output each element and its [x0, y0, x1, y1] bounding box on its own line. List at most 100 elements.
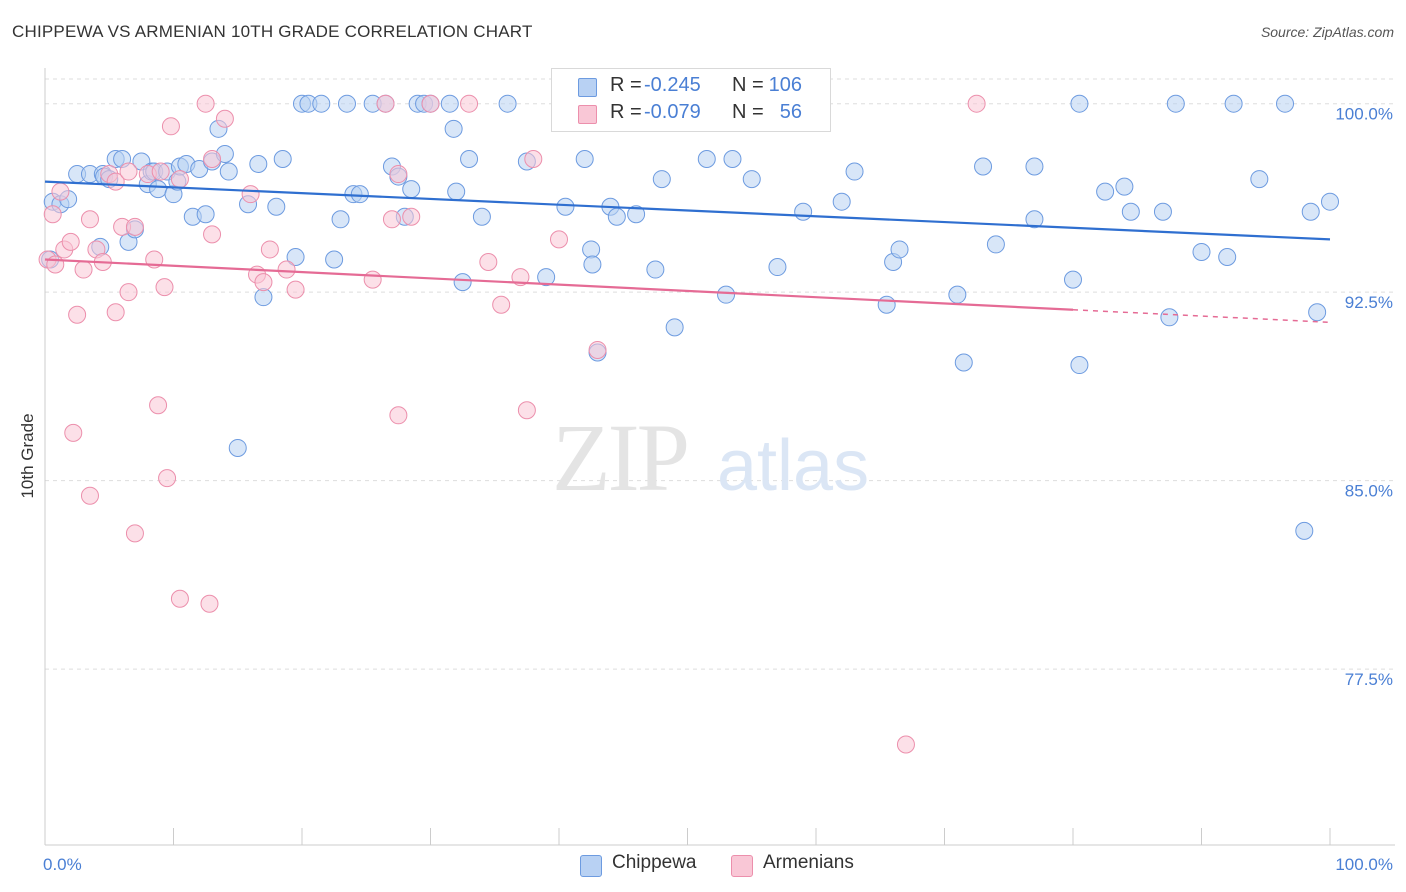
armenian-point [203, 149, 222, 168]
chippewa-point [742, 170, 761, 189]
watermark: ZIP atlas [552, 404, 869, 511]
chippewa-point [607, 207, 626, 226]
armenian-point [363, 270, 382, 289]
chippewa-point [325, 250, 344, 269]
chippewa-point [1160, 308, 1179, 327]
y-tick-label: 100.0% [1335, 105, 1393, 124]
chippewa-point [1276, 94, 1295, 113]
chippewa-point [1308, 303, 1327, 322]
armenian-point [254, 273, 273, 292]
chippewa-point [794, 202, 813, 221]
n-value-chippewa: 106 [768, 74, 802, 96]
chippewa-point [440, 94, 459, 113]
chippewa-point [249, 155, 268, 174]
armenian-point [196, 94, 215, 113]
chippewa-point [832, 192, 851, 211]
armenian-point [389, 165, 408, 184]
y-axis-label: 10th Grade [18, 413, 37, 498]
chippewa-point [1070, 94, 1089, 113]
chippewa-point [350, 185, 369, 204]
armenian-point [376, 94, 395, 113]
chippewa-point [196, 205, 215, 224]
chippewa-trend-line [44, 180, 1331, 241]
chippewa-point [286, 247, 305, 266]
y-tick-label: 85.0% [1345, 482, 1393, 501]
chippewa-point [890, 240, 909, 259]
stats-legend: R = -0.245 N = 106 R = -0.079 N = 56 [551, 68, 831, 132]
n-label: N = [732, 74, 764, 96]
armenian-point [460, 94, 479, 113]
armenian-point [550, 230, 568, 249]
data-points [38, 94, 1339, 754]
watermark-zip: ZIP [552, 404, 687, 511]
chippewa-point [312, 94, 331, 113]
chippewa-point [337, 94, 356, 113]
chippewa-point [149, 180, 168, 199]
armenians-legend-swatch [731, 855, 753, 877]
chippewa-point [267, 197, 286, 216]
armenian-point [74, 260, 93, 279]
armenian-point [421, 94, 440, 113]
armenian-point [402, 207, 421, 226]
chippewa-point [1025, 157, 1044, 176]
armenian-point [151, 162, 170, 181]
chippewa-point [627, 205, 646, 224]
chippewa-point [1025, 210, 1044, 229]
chippewa-point [1096, 182, 1115, 201]
r-value-chippewa: -0.245 [644, 74, 701, 96]
chippewa-point [974, 157, 993, 176]
chippewa-point [1250, 170, 1269, 189]
chippewa-point [1321, 192, 1339, 211]
legend-row-chippewa: R = -0.245 N = 106 [552, 73, 830, 101]
chippewa-point [986, 235, 1005, 254]
chippewa-point [273, 149, 292, 168]
armenian-point [896, 735, 915, 754]
chippewa-point [652, 170, 671, 189]
chippewa-point [1115, 177, 1134, 196]
armenian-point [125, 524, 144, 543]
armenian-point [260, 240, 279, 259]
armenian-point [967, 94, 986, 113]
n-value-armenians: 56 [779, 101, 802, 123]
chippewa-point [444, 119, 463, 138]
chippewa-swatch [578, 78, 597, 97]
armenian-point [517, 401, 536, 420]
chippewa-legend-swatch [580, 855, 602, 877]
armenian-point [215, 109, 234, 128]
armenian-trend-line [44, 258, 1074, 311]
armenian-point [158, 469, 177, 488]
armenian-point [286, 280, 305, 299]
armenian-point [524, 149, 543, 168]
chippewa-point [453, 273, 472, 292]
chippewa-point [1301, 202, 1320, 221]
armenian-point [61, 232, 80, 251]
trend-lines [44, 180, 1331, 324]
armenian-point [149, 396, 168, 415]
armenian-point [511, 268, 530, 287]
armenian-point [170, 170, 189, 189]
armenian-point [277, 260, 296, 279]
armenian-point [170, 589, 189, 608]
chippewa-point [556, 197, 575, 216]
armenian-point [200, 594, 219, 613]
chippewa-point [575, 149, 594, 168]
chippewa-point [583, 255, 602, 274]
armenian-point [588, 340, 607, 359]
chippewa-point [537, 268, 556, 287]
chippewa-point [717, 285, 736, 304]
armenian-point [68, 305, 87, 324]
tick-labels: 77.5% 85.0% 92.5% 100.0% 0.0% 100.0% [43, 105, 1393, 874]
chippewa-point [331, 210, 350, 229]
chippewa-point [460, 149, 479, 168]
chippewa-point [723, 149, 742, 168]
chippewa-point [1224, 94, 1243, 113]
chippewa-point [1121, 202, 1140, 221]
armenian-point [161, 117, 180, 136]
armenians-legend-label: Armenians [763, 852, 854, 873]
chippewa-point [582, 240, 601, 259]
armenian-point [203, 225, 222, 244]
armenian-point [155, 278, 174, 297]
x-tick-label: 0.0% [43, 855, 82, 874]
series-legend: Chippewa Armenians [0, 852, 1406, 878]
